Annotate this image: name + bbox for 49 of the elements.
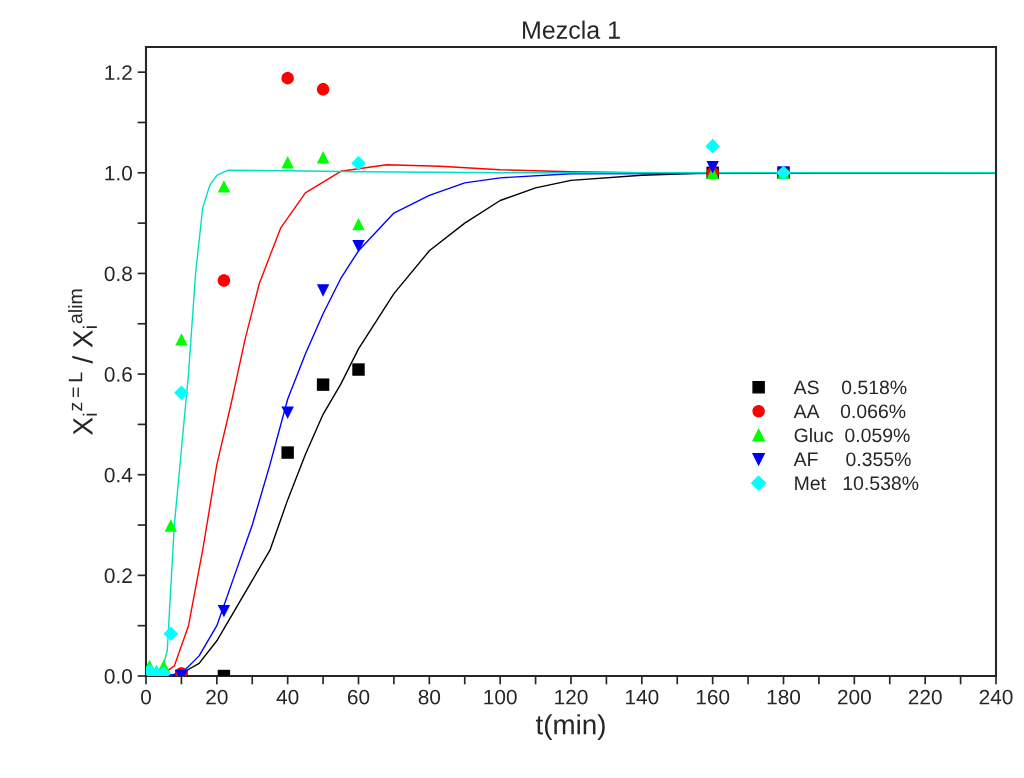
x-tick-label: 0 [141, 689, 151, 705]
x-tick-label: 40 [276, 689, 299, 705]
point [174, 385, 189, 400]
x-tick-label: 200 [838, 689, 871, 705]
point [352, 240, 365, 253]
legend-label: AS 0.518% [793, 380, 907, 395]
point [217, 180, 231, 193]
y-tick-label: 1.2 [105, 65, 132, 80]
x-tick-label: 140 [626, 689, 659, 705]
point [352, 217, 365, 231]
point [281, 446, 294, 459]
y-tick-label: 0.8 [104, 266, 132, 282]
point [316, 150, 330, 164]
x-tick-label: 60 [347, 689, 370, 705]
x-tick-label: 240 [979, 689, 1013, 705]
y-tick-label: 0.0 [104, 669, 132, 684]
point [706, 161, 719, 174]
point [316, 378, 330, 391]
point [281, 406, 294, 420]
point [705, 138, 720, 154]
y-tick-label: 0.6 [104, 367, 132, 382]
x-tick-label: 20 [206, 689, 228, 705]
x-tick-label: 100 [484, 689, 517, 705]
y-tick-label: 0.4 [104, 467, 133, 483]
legend-label: AF 0.355% [793, 452, 911, 467]
x-axis-title: t(min) [535, 714, 605, 741]
point [164, 519, 177, 532]
point [316, 83, 330, 96]
chart-title: Mezcla 1 [523, 20, 620, 39]
point [351, 155, 366, 171]
legend-label: AA 0.066% [793, 404, 906, 419]
point [217, 274, 231, 287]
x-tick-label: 160 [696, 689, 730, 705]
point [281, 71, 294, 85]
x-tick-label: 120 [555, 689, 588, 705]
legend-label: Met 10.538% [795, 476, 919, 491]
point [217, 604, 231, 618]
point [352, 363, 365, 376]
x-tick-label: 80 [418, 689, 441, 705]
x-tick-label: 180 [767, 689, 801, 705]
y-tick-label: 1.0 [105, 165, 132, 181]
point [175, 333, 188, 346]
point [163, 626, 179, 642]
x-tick-label: 220 [908, 689, 942, 705]
y-tick-label: 0.2 [104, 568, 132, 584]
legend-label: Gluc 0.059% [794, 427, 910, 443]
point [281, 156, 294, 169]
point [316, 284, 330, 297]
y-axis-title: X$_{i}$$^{z=L}$ / X$_{i}$$^{alim}$ [68, 289, 97, 435]
